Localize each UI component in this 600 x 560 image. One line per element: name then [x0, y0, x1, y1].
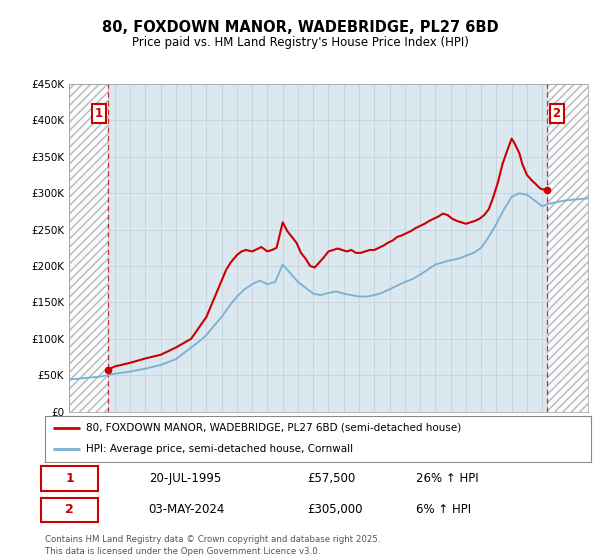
Text: 6% ↑ HPI: 6% ↑ HPI — [416, 503, 472, 516]
Text: 26% ↑ HPI: 26% ↑ HPI — [416, 472, 479, 485]
Text: 1: 1 — [65, 472, 74, 485]
Text: Price paid vs. HM Land Registry's House Price Index (HPI): Price paid vs. HM Land Registry's House … — [131, 36, 469, 49]
Text: £305,000: £305,000 — [307, 503, 362, 516]
Text: HPI: Average price, semi-detached house, Cornwall: HPI: Average price, semi-detached house,… — [86, 444, 353, 454]
FancyBboxPatch shape — [41, 466, 98, 491]
Text: 20-JUL-1995: 20-JUL-1995 — [149, 472, 221, 485]
Text: £57,500: £57,500 — [307, 472, 355, 485]
Text: 2: 2 — [65, 503, 74, 516]
Text: 03-MAY-2024: 03-MAY-2024 — [149, 503, 225, 516]
Bar — [69, 84, 108, 412]
Text: Contains HM Land Registry data © Crown copyright and database right 2025.
This d: Contains HM Land Registry data © Crown c… — [45, 535, 380, 556]
Text: 2: 2 — [553, 106, 560, 120]
Bar — [547, 84, 588, 412]
Text: 80, FOXDOWN MANOR, WADEBRIDGE, PL27 6BD (semi-detached house): 80, FOXDOWN MANOR, WADEBRIDGE, PL27 6BD … — [86, 423, 461, 432]
FancyBboxPatch shape — [41, 498, 98, 522]
Text: 1: 1 — [95, 106, 103, 120]
Text: 80, FOXDOWN MANOR, WADEBRIDGE, PL27 6BD: 80, FOXDOWN MANOR, WADEBRIDGE, PL27 6BD — [101, 20, 499, 35]
